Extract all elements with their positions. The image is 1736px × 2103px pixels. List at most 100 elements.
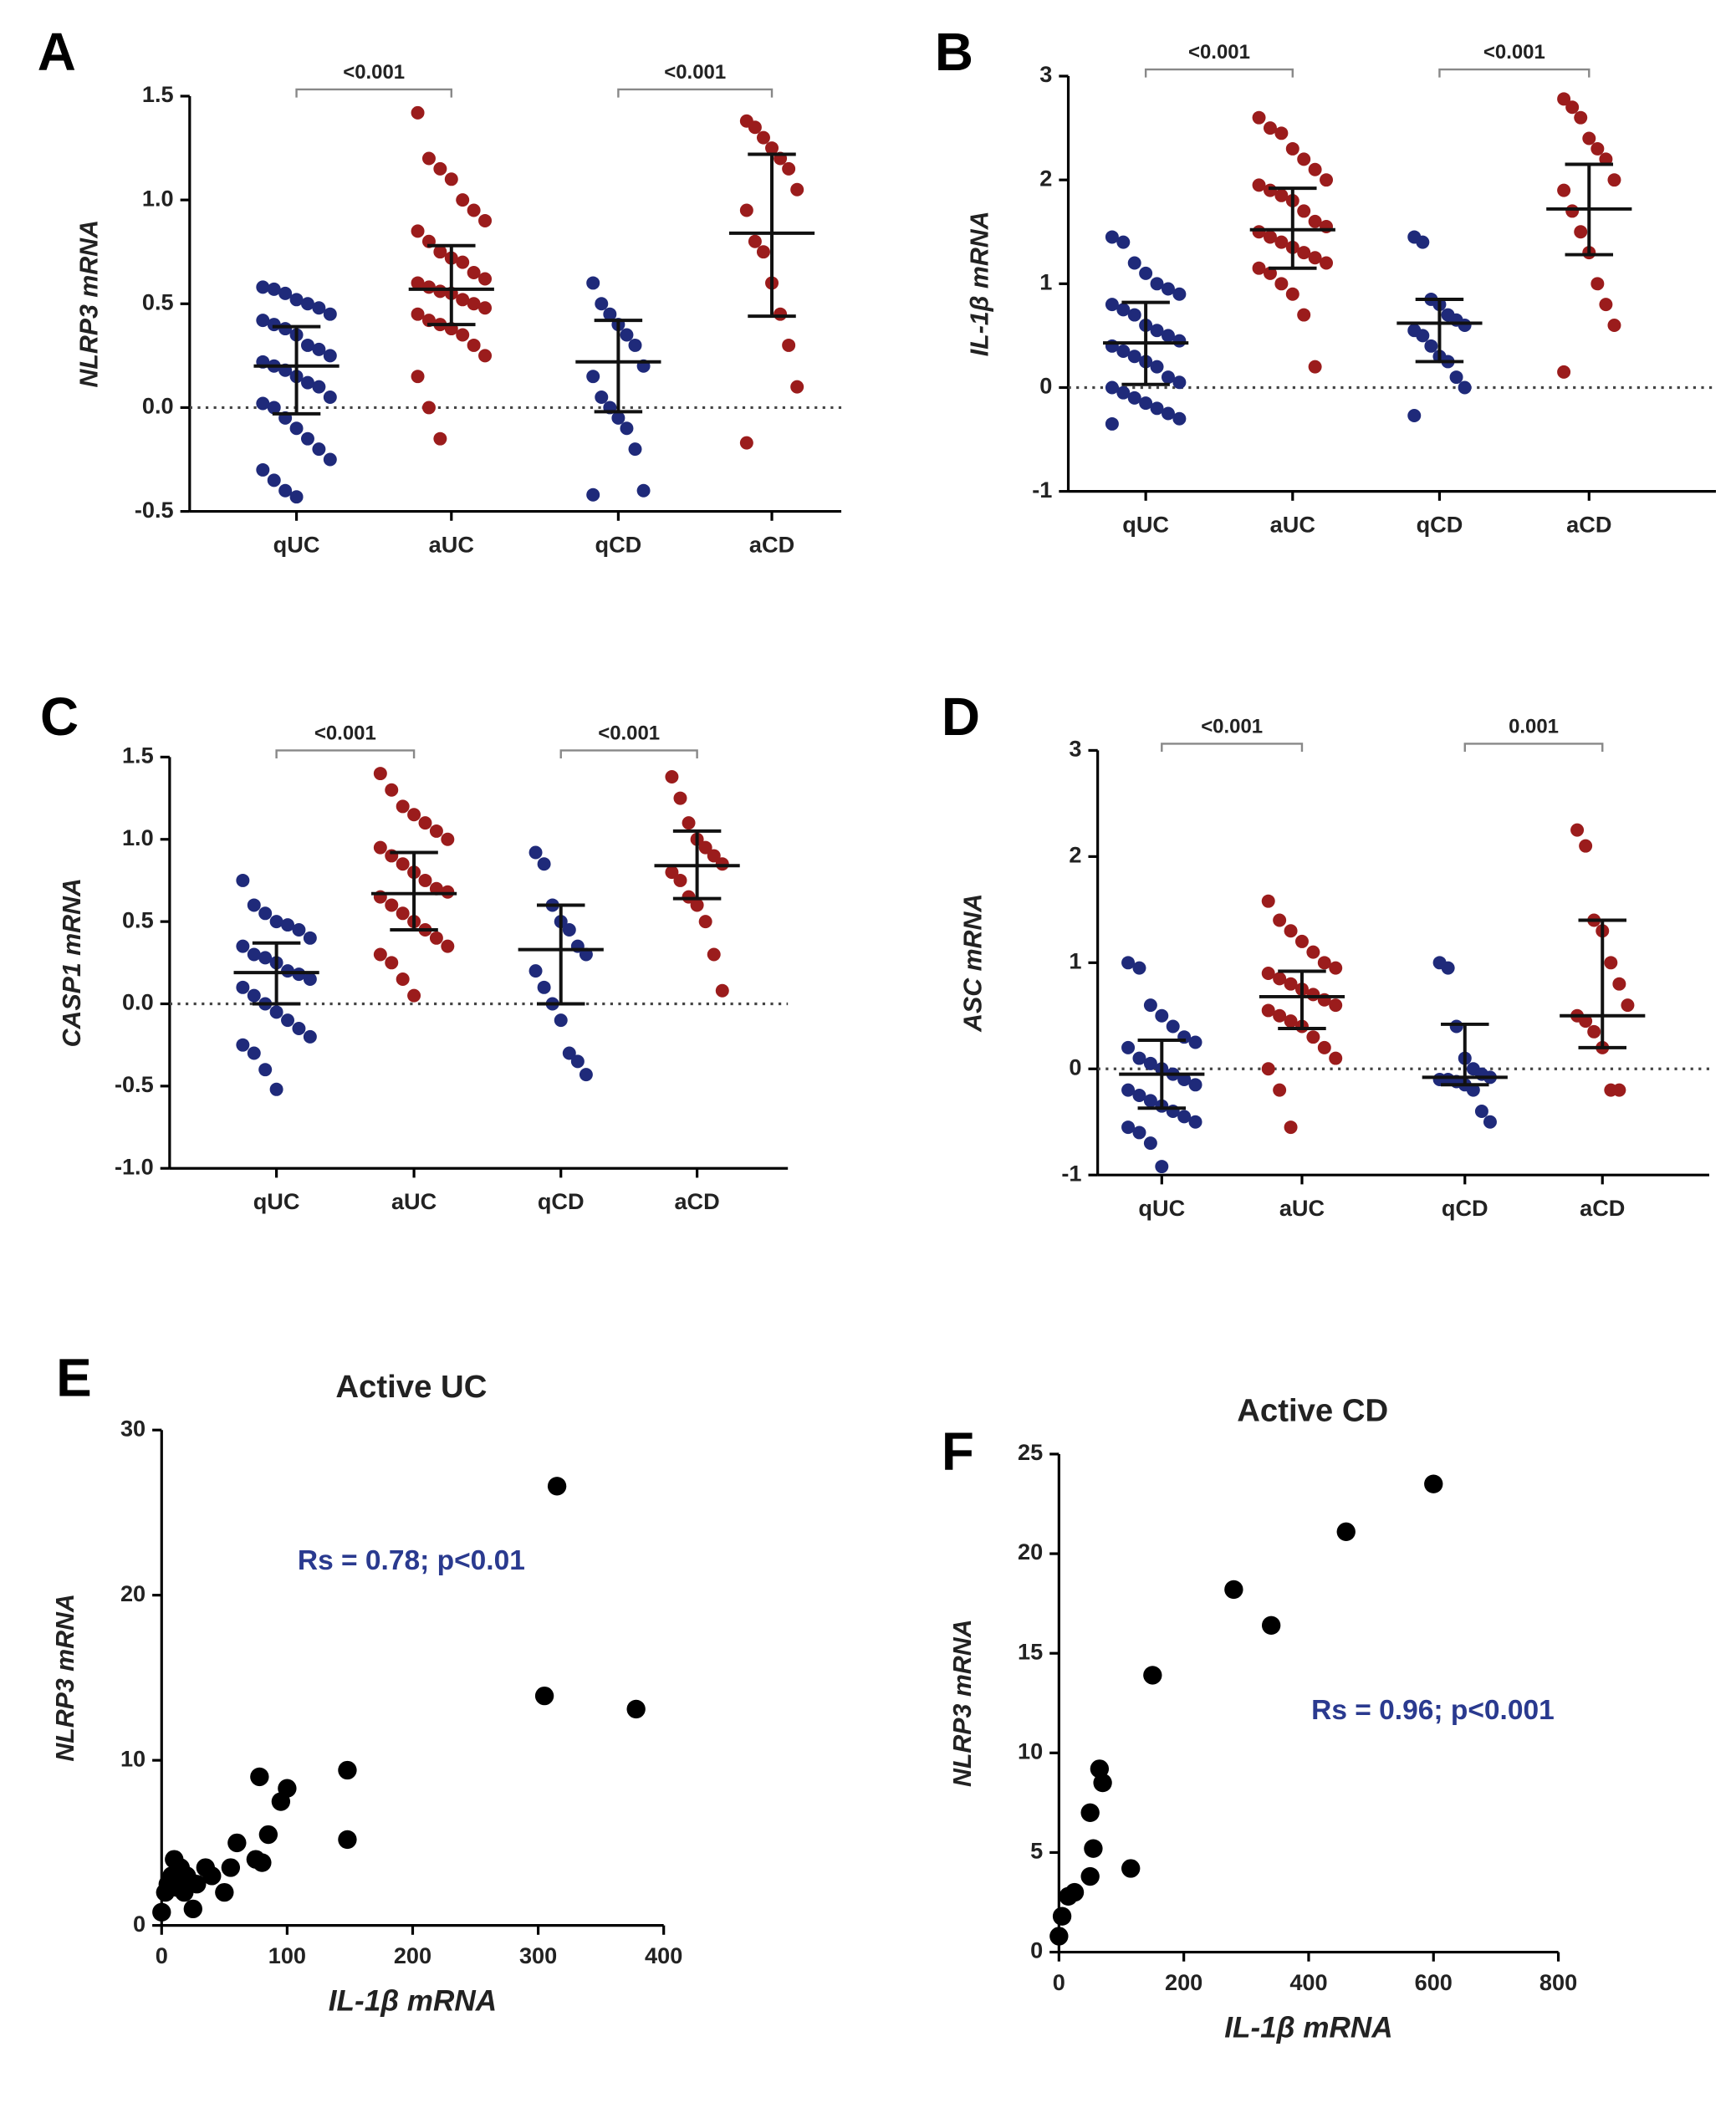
data-point [1121,1040,1136,1054]
data-point [636,483,651,498]
data-point [236,1038,250,1052]
data-point [1557,365,1571,379]
data-point [665,770,679,784]
data-point [1105,230,1119,244]
chart-title: Active CD [1237,1393,1388,1429]
data-point [396,857,410,871]
data-point [1132,1089,1146,1102]
data-point [300,431,314,446]
comparison-bracket [1144,68,1294,78]
x-tick-label: aCD [674,1188,719,1214]
data-point [1150,277,1164,291]
data-point [269,1005,283,1019]
data-point [258,906,273,921]
x-tick-label: aUC [429,531,474,557]
data-point [1127,390,1141,405]
data-point [1261,894,1275,908]
comparison-bracket [295,88,452,98]
data-point [467,297,481,311]
data-point [1320,256,1334,270]
data-point [1308,214,1322,228]
y-tick-label: 2 [1039,165,1052,191]
data-point [537,857,551,871]
data-point [1273,1083,1287,1097]
data-point [456,328,470,342]
data-point [300,338,314,352]
data-point [756,130,770,145]
data-point [227,1833,247,1853]
data-point [467,266,481,280]
data-point [1297,246,1311,260]
x-tick-label: aCD [749,531,794,557]
data-point [774,307,788,321]
data-point [456,293,470,307]
data-point [1252,178,1266,192]
p-value: <0.001 [343,61,405,84]
y-tick-label: -1 [1032,477,1052,503]
data-point [385,783,399,797]
data-point [1458,319,1472,332]
y-tick-label: 20 [120,1580,146,1606]
data-point [1132,961,1146,975]
data-point [537,980,551,994]
data-point [620,328,634,342]
data-point [418,816,432,830]
data-point [1105,298,1119,312]
y-tick-label: 15 [1018,1638,1043,1664]
data-point [478,272,493,286]
data-point [1172,334,1187,348]
x-axis-label: IL-1β mRNA [1224,2011,1392,2044]
data-point [1284,977,1298,991]
x-tick-label: aUC [391,1188,437,1214]
annotation: Rs = 0.78; p<0.01 [298,1545,525,1576]
data-point [1121,1083,1136,1097]
annotation: Rs = 0.96; p<0.001 [1311,1695,1555,1726]
data-point [1143,1094,1157,1108]
data-point [1116,303,1131,317]
data-point [1116,385,1131,400]
data-point [1590,141,1605,156]
data-point [215,1882,234,1902]
data-point [1084,1839,1103,1858]
data-point [441,832,455,846]
p-value: <0.001 [1483,41,1545,64]
data-point [1483,1115,1497,1129]
data-point [1127,350,1141,364]
data-point [1590,277,1605,291]
y-tick-label: 0.5 [122,906,154,932]
data-point [698,915,712,929]
x-tick-label: 0 [1053,1969,1065,1995]
data-point [323,390,337,404]
data-point [1449,370,1463,385]
data-point [1155,1008,1169,1023]
data-point [586,487,600,502]
data-point [323,307,337,321]
data-point [1177,1110,1192,1124]
y-tick-label: 30 [120,1415,146,1441]
data-point [258,951,273,965]
data-point [665,865,679,880]
data-point [1127,256,1141,270]
comparison-bracket [1463,743,1604,753]
data-point [628,338,642,352]
data-point [1172,287,1187,301]
p-value: 0.001 [1509,716,1559,738]
panel-letter: D [942,687,980,747]
data-point [790,182,804,197]
data-point [1261,967,1275,980]
data-point [1150,324,1164,338]
data-point [433,284,447,299]
data-point [289,293,304,307]
data-point [411,224,425,238]
data-point [628,442,642,457]
data-point [1284,1014,1298,1029]
data-point [1579,1014,1593,1029]
y-tick-label: 1 [1069,947,1081,973]
data-point [1285,141,1299,156]
data-point [620,421,634,436]
data-point [534,1686,554,1706]
x-tick-label: qUC [1122,511,1169,537]
data-point [433,431,447,446]
y-tick-label: 0.5 [142,288,174,314]
data-point [281,1013,295,1028]
